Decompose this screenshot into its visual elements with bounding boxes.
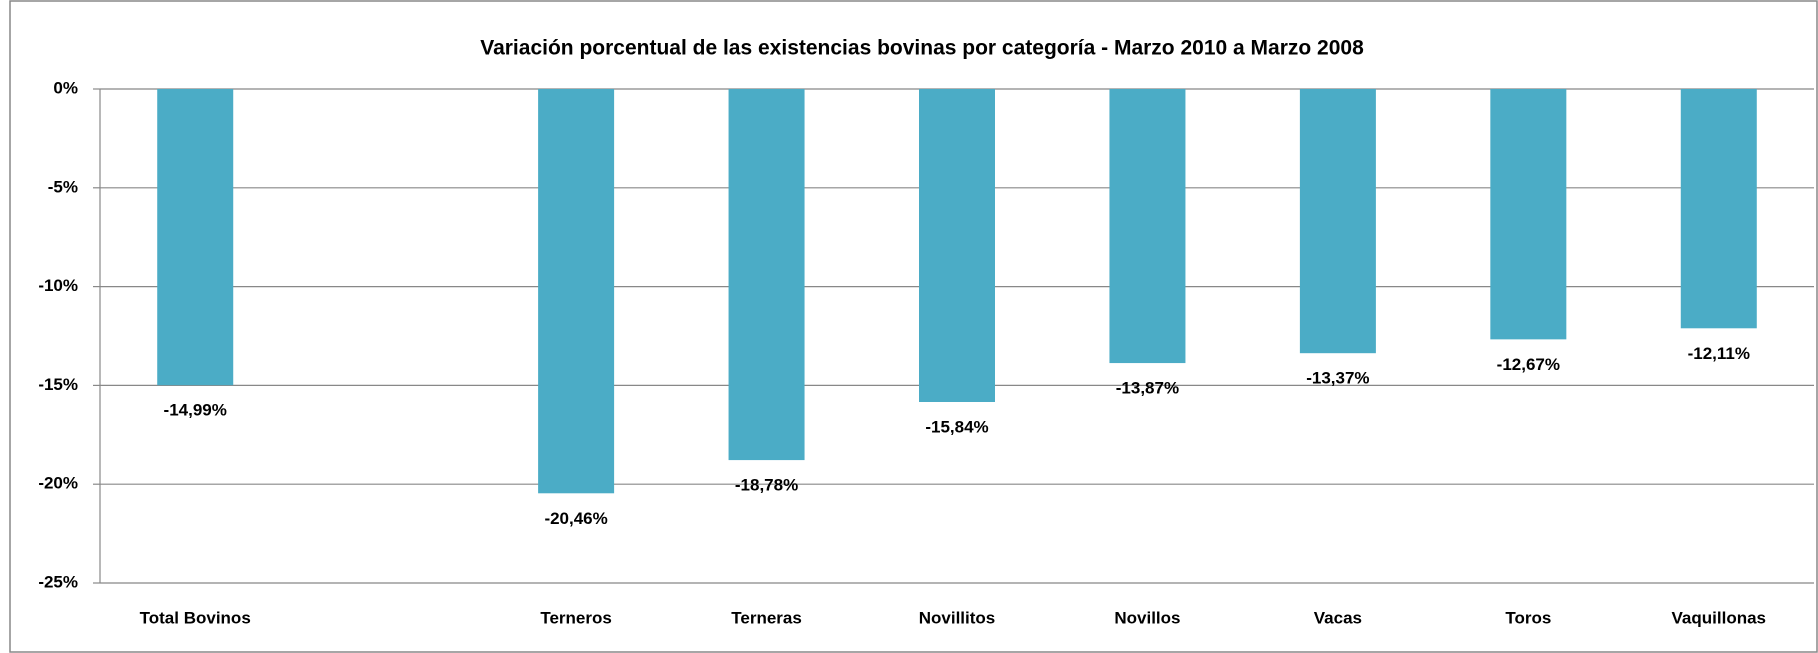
x-tick-label: Toros [1505, 608, 1551, 627]
value-label: -12,67% [1497, 355, 1560, 374]
value-label: -18,78% [735, 476, 798, 495]
value-label: -14,99% [164, 401, 227, 420]
x-tick-label: Terneras [731, 608, 802, 627]
x-tick-label: Vacas [1314, 608, 1362, 627]
value-label: -13,37% [1306, 369, 1369, 388]
bar [157, 89, 234, 386]
y-tick-label: -20% [38, 474, 78, 493]
y-tick-label: -5% [48, 177, 78, 196]
chart-title: Variación porcentual de las existencias … [480, 37, 1364, 60]
bar [1109, 89, 1186, 364]
value-label: -12,11% [1688, 344, 1750, 363]
x-tick-label: Novillitos [919, 608, 996, 627]
x-tick-label: Novillos [1114, 608, 1180, 627]
x-tick-label: Total Bovinos [140, 608, 251, 627]
bar [538, 89, 615, 494]
y-tick-label: -10% [38, 276, 78, 295]
value-label: -15,84% [925, 417, 988, 436]
y-tick-label: 0% [53, 78, 78, 97]
bar [728, 89, 805, 461]
value-label: -20,46% [544, 509, 607, 528]
value-label: -13,87% [1116, 379, 1179, 398]
bar [1299, 89, 1376, 354]
bar [1680, 89, 1757, 329]
y-tick-label: -15% [38, 375, 78, 394]
x-tick-label: Vaquillonas [1672, 608, 1766, 627]
bar [1490, 89, 1567, 340]
bar [919, 89, 995, 402]
x-tick-label: Terneros [540, 608, 612, 627]
y-tick-label: -25% [38, 572, 78, 591]
